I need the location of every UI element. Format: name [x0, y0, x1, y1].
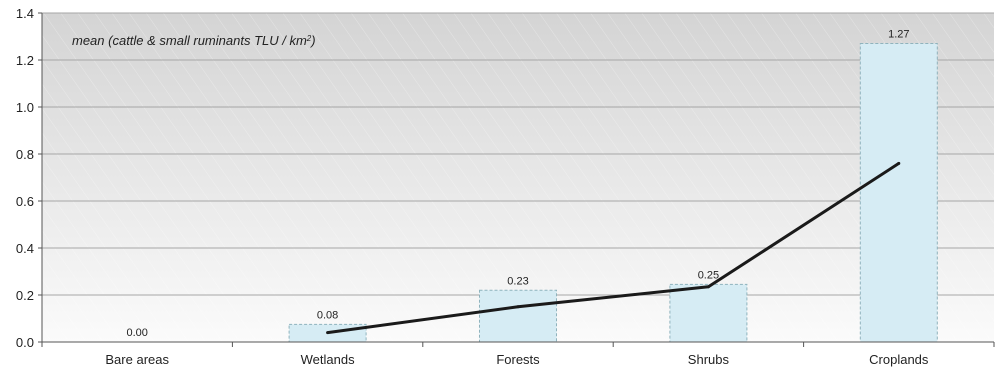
bar	[859, 43, 938, 343]
line-point	[516, 305, 520, 309]
y-tick-label: 0.6	[16, 194, 34, 209]
plot-area	[42, 13, 994, 342]
y-tick-label: 0.8	[16, 147, 34, 162]
y-tick-label: 0.0	[16, 335, 34, 350]
gridlines	[42, 12, 994, 296]
x-tick-label: Croplands	[869, 352, 929, 367]
line-point	[326, 331, 330, 335]
y-tick-label: 0.4	[16, 241, 34, 256]
y-tick-label: 1.2	[16, 53, 34, 68]
data-label: 1.27	[888, 29, 909, 41]
data-label: 0.00	[126, 327, 147, 339]
line-point	[897, 161, 901, 165]
x-tick-label: Bare areas	[105, 352, 169, 367]
line-series	[326, 161, 901, 335]
y-tick-label: 1.4	[16, 6, 34, 21]
trend-line	[327, 162, 900, 335]
x-tick-label: Shrubs	[688, 352, 730, 367]
x-tick-label: Forests	[496, 352, 540, 367]
data-label: 0.25	[698, 269, 719, 281]
y-tick-label: 1.0	[16, 100, 34, 115]
labels: 0.0 0.2 0.4 0.6 0.8 1.0 1.2 1.4 Bare areas Wetlan…	[16, 6, 929, 367]
bar	[669, 283, 748, 343]
line-point	[706, 285, 710, 289]
y-tick-label: 0.2	[16, 288, 34, 303]
bar	[479, 289, 557, 343]
axes	[38, 12, 995, 347]
data-label: 0.23	[507, 275, 528, 287]
x-tick-label: Wetlands	[301, 352, 355, 367]
chart-title: mean (cattle & small ruminants TLU / km2…	[72, 33, 316, 48]
data-label: 0.08	[317, 309, 338, 321]
plot-texture	[42, 13, 994, 342]
